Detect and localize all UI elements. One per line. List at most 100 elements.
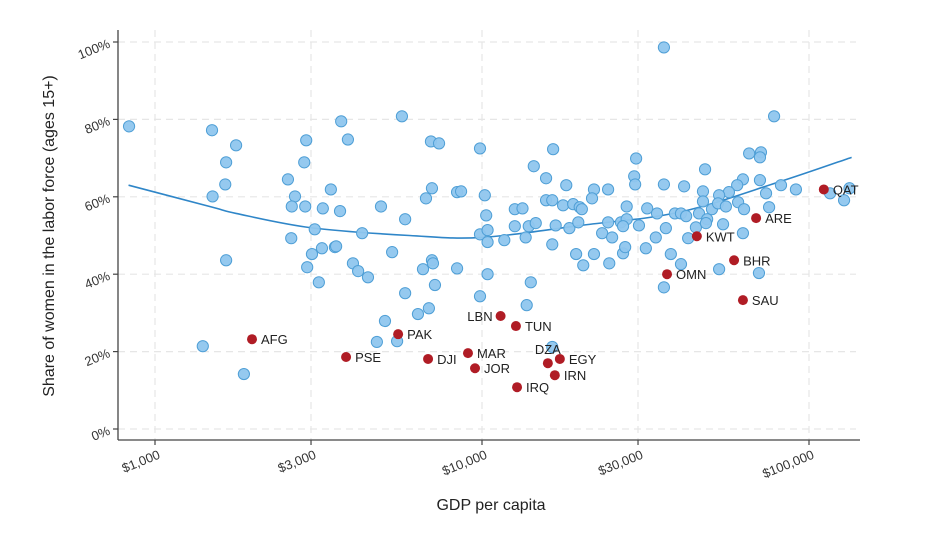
highlighted-point-label: MAR [477, 346, 506, 361]
data-point [237, 367, 250, 381]
data-point [122, 120, 136, 133]
y-tick-label: 0% [89, 423, 112, 444]
highlighted-point-label: TUN [525, 319, 552, 334]
y-tick-label: 40% [82, 268, 112, 292]
data-point [577, 259, 590, 272]
highlighted-point-pse: PSE [341, 350, 381, 365]
data-point [308, 223, 321, 236]
points-group [122, 41, 856, 381]
highlighted-point-marker [393, 329, 404, 340]
highlighted-point-irn: IRN [549, 368, 586, 383]
data-point [585, 192, 599, 205]
data-point [281, 173, 295, 186]
data-point [416, 263, 430, 276]
data-point [196, 340, 209, 353]
y-axis-title: Share of women in the labor force (ages … [41, 75, 58, 397]
highlighted-point-marker [691, 231, 702, 242]
highlighted-point-irq: IRQ [512, 380, 549, 395]
data-point [285, 200, 298, 213]
highlighted-point-label: SAU [752, 293, 779, 308]
highlighted-point-marker [737, 295, 748, 306]
data-point [527, 160, 540, 173]
data-point [454, 185, 468, 198]
x-tick-label: $30,000 [596, 447, 645, 479]
highlighted-point-mar: MAR [462, 346, 506, 361]
data-point [229, 139, 243, 152]
highlighted-point-marker [247, 334, 258, 345]
data-point [220, 254, 233, 267]
data-point [659, 222, 672, 235]
data-point [312, 276, 325, 289]
data-point [298, 156, 311, 169]
data-point [473, 290, 487, 303]
data-point [519, 231, 532, 244]
highlighted-point-lbn: LBN [467, 309, 506, 324]
data-point [481, 268, 494, 281]
data-point [719, 200, 732, 213]
highlighted-point-label: IRQ [526, 380, 549, 395]
highlighted-point-label: LBN [467, 309, 492, 324]
data-point [305, 247, 319, 261]
data-point [843, 182, 856, 195]
highlighted-point-label: DJI [437, 352, 457, 367]
highlighted-point-marker [662, 269, 673, 280]
data-point [481, 235, 494, 249]
y-tick-label: 20% [82, 345, 112, 369]
data-point [762, 201, 776, 214]
data-point [399, 287, 412, 300]
highlighted-point-dji: DJI [423, 352, 457, 367]
data-point [560, 179, 573, 192]
highlighted-point-pak: PAK [393, 327, 433, 342]
data-point [498, 234, 511, 247]
data-point [641, 202, 654, 215]
data-point [508, 220, 521, 233]
data-point [789, 183, 803, 196]
data-point [422, 302, 435, 315]
highlighted-point-marker [423, 353, 434, 364]
data-point [361, 271, 375, 284]
data-point [374, 200, 388, 213]
data-point [356, 227, 369, 240]
highlighted-point-kwt: KWT [691, 229, 735, 244]
data-point [603, 257, 616, 270]
data-point [520, 299, 533, 312]
data-point [601, 183, 615, 196]
data-point [549, 219, 562, 232]
highlighted-point-label: IRN [564, 368, 586, 383]
data-point [575, 203, 588, 216]
highlighted-point-label: QAT [833, 182, 859, 197]
data-point [220, 156, 233, 169]
highlighted-point-are: ARE [751, 211, 792, 226]
highlighted-point-label: KWT [706, 229, 735, 244]
highlighted-point-marker [512, 382, 523, 393]
highlighted-point-label: BHR [743, 253, 770, 268]
data-point [596, 227, 609, 240]
highlighted-point-label: AFG [261, 332, 288, 347]
y-tick-label: 100% [76, 36, 113, 63]
data-point [606, 231, 619, 244]
highlighted-point-label: PAK [407, 327, 432, 342]
x-tick-label: $1,000 [120, 447, 162, 476]
highlighted-point-marker [554, 353, 565, 364]
y-tick-label: 80% [82, 113, 112, 137]
highlighted-point-marker [729, 255, 740, 266]
data-point [524, 276, 537, 289]
data-point [481, 223, 494, 237]
x-tick-label: $10,000 [440, 447, 489, 479]
data-point [629, 178, 642, 191]
data-point [341, 133, 355, 146]
data-point [616, 220, 630, 233]
highlighted-point-omn: OMN [662, 267, 706, 282]
data-point [426, 257, 440, 270]
data-point [657, 178, 671, 191]
data-point [288, 190, 302, 203]
x-tick-label: $100,000 [760, 447, 816, 481]
data-point [378, 314, 392, 328]
data-point [678, 180, 691, 193]
highlighted-point-marker [751, 213, 762, 224]
data-point [752, 266, 766, 280]
data-point [563, 222, 576, 235]
data-point [425, 182, 439, 195]
highlighted-point-qat: QAT [818, 182, 859, 197]
data-point [731, 179, 744, 192]
